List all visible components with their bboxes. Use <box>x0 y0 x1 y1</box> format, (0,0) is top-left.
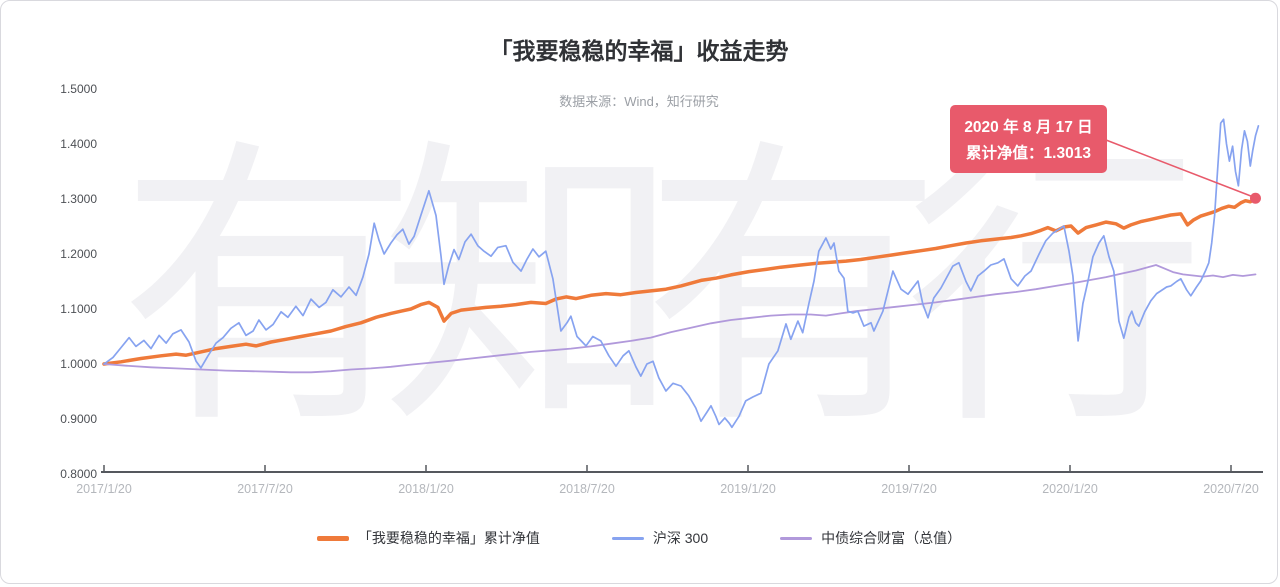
latest-value-dot <box>1249 192 1261 204</box>
y-tick-label: 0.9000 <box>60 412 97 426</box>
y-tick-label: 1.4000 <box>60 137 97 151</box>
y-tick-label: 1.5000 <box>60 82 97 96</box>
annotation-callout: 2020 年 8 月 17 日 累计净值：1.3013 <box>950 105 1107 173</box>
x-tick-label: 2018/7/20 <box>559 482 615 496</box>
annotation-value: 累计净值：1.3013 <box>966 145 1091 162</box>
x-tick-label: 2017/1/20 <box>76 482 132 496</box>
y-tick-label: 1.3000 <box>60 192 97 206</box>
legend-item-bond[interactable]: 中债综合财富（总值） <box>780 528 961 548</box>
chart-title: 「我要稳稳的幸福」收益走势 <box>489 38 789 64</box>
y-tick-label: 0.8000 <box>60 467 97 481</box>
annotation-connector-line <box>1105 139 1252 198</box>
x-tick-label: 2017/7/20 <box>237 482 293 496</box>
legend-label-hs300: 沪深 300 <box>652 530 709 546</box>
hs300-line-swatch <box>611 536 644 540</box>
x-tick-label: 2020/7/20 <box>1203 482 1259 496</box>
y-tick-label: 1.2000 <box>60 247 97 261</box>
legend: 「我要稳稳的幸福」累计净值 沪深 300 中债综合财富（总值） <box>1 528 1277 548</box>
bond-line-swatch <box>780 536 813 540</box>
series-line-bond <box>103 264 1257 374</box>
x-tick-label: 2020/1/20 <box>1042 482 1098 496</box>
fund-line-swatch <box>316 535 349 541</box>
x-tick-label: 2019/7/20 <box>881 482 937 496</box>
series-line-hs300 <box>103 118 1260 429</box>
x-tick-label: 2019/1/20 <box>720 482 776 496</box>
x-tick-label: 2018/1/20 <box>398 482 454 496</box>
chart-subtitle: 数据来源：Wind，知行研究 <box>559 94 719 109</box>
series-line-fund <box>102 196 1258 366</box>
legend-label-bond: 中债综合财富（总值） <box>821 530 962 546</box>
legend-item-hs300[interactable]: 沪深 300 <box>611 528 709 548</box>
y-tick-label: 1.0000 <box>60 357 97 371</box>
legend-label-fund: 「我要稳稳的幸福」累计净值 <box>357 530 540 546</box>
y-tick-label: 1.1000 <box>60 302 97 316</box>
legend-item-fund[interactable]: 「我要稳稳的幸福」累计净值 <box>316 528 540 548</box>
annotation-date: 2020 年 8 月 17 日 <box>964 119 1093 136</box>
